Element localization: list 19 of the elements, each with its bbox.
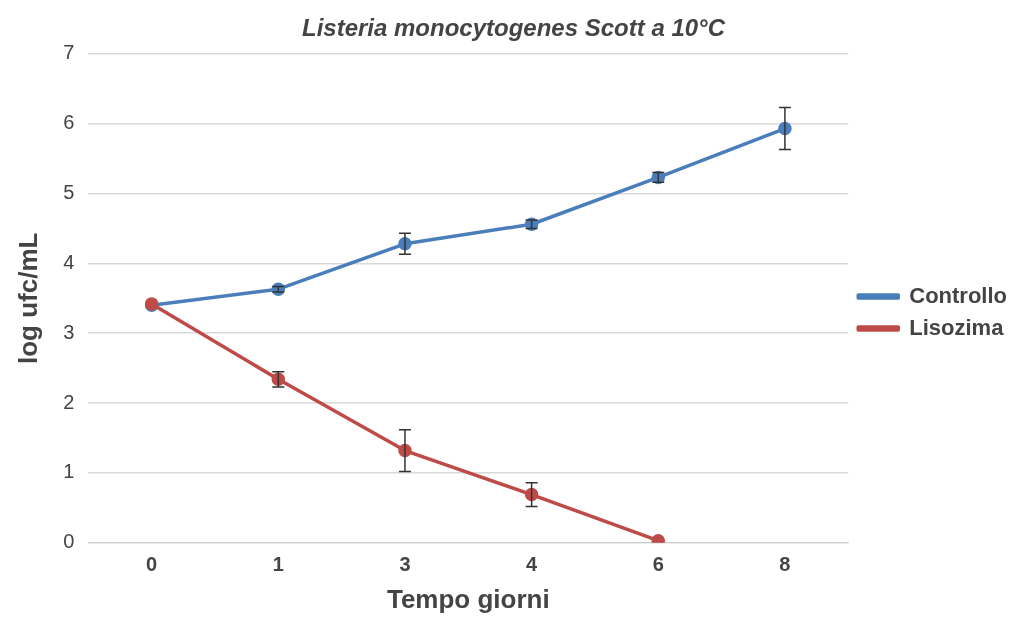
y-axis-title: log ufc/mL xyxy=(12,232,43,365)
x-tick-label: 6 xyxy=(652,553,664,576)
y-tick-label: 2 xyxy=(63,390,75,413)
x-tick-label: 4 xyxy=(526,553,539,576)
y-tick-label: 6 xyxy=(63,111,75,134)
y-tick-label: 1 xyxy=(63,460,75,483)
y-tick-label: 4 xyxy=(63,250,75,273)
chart-title: Listeria monocytogenes Scott a 10°C xyxy=(301,14,726,42)
x-tick-label: 3 xyxy=(399,553,411,576)
x-tick-label: 1 xyxy=(272,553,284,576)
legend-label: Controllo xyxy=(909,282,1008,308)
y-tick-label: 5 xyxy=(63,181,75,204)
y-tick-label: 0 xyxy=(63,530,75,553)
y-tick-label: 7 xyxy=(63,41,75,64)
y-tick-label: 3 xyxy=(63,320,75,343)
legend-label: Lisozima xyxy=(909,314,1005,340)
x-axis-title: Tempo giorni xyxy=(386,583,550,614)
x-tick-label: 8 xyxy=(779,553,791,576)
x-tick-label: 0 xyxy=(146,553,158,576)
